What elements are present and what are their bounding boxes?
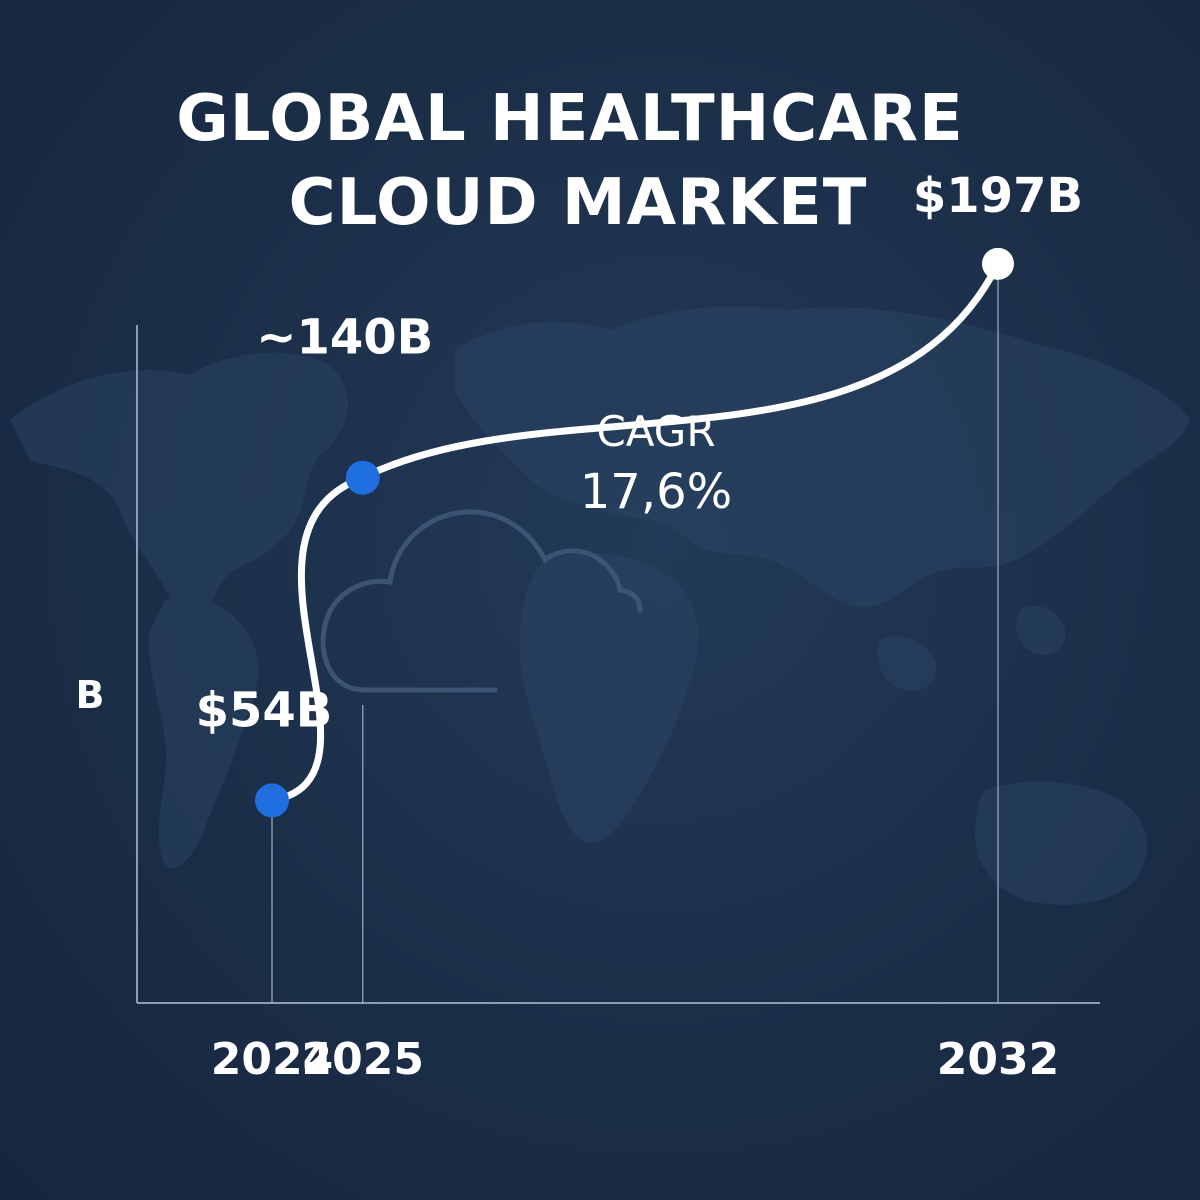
x-tick-label-2025: 2025 (302, 1034, 424, 1085)
y-axis-label: B (76, 673, 105, 717)
data-label-2025: ~140B (256, 310, 433, 366)
data-labels: $54B ~140B $197B (196, 168, 1083, 739)
data-point-2024 (255, 783, 289, 818)
cagr-label: CAGR (596, 407, 715, 456)
series-line (268, 260, 1002, 804)
data-label-2032: $197B (913, 168, 1083, 224)
chart-title-line-2: CLOUD MARKET (288, 166, 868, 240)
x-tick-label-2032: 2032 (937, 1034, 1059, 1085)
data-label-2024: $54B (196, 682, 333, 738)
world-map-background (10, 306, 1190, 905)
data-point-2025 (345, 460, 380, 495)
cagr-value: 17,6% (580, 464, 732, 520)
drop-lines (271, 263, 999, 1003)
cloud-icon (320, 509, 643, 693)
data-points (255, 247, 1014, 818)
x-tick-label-2024: 2024 (211, 1034, 333, 1085)
chart-title-line-1: GLOBAL HEALTHCARE (176, 82, 964, 156)
data-point-2032 (982, 247, 1014, 280)
